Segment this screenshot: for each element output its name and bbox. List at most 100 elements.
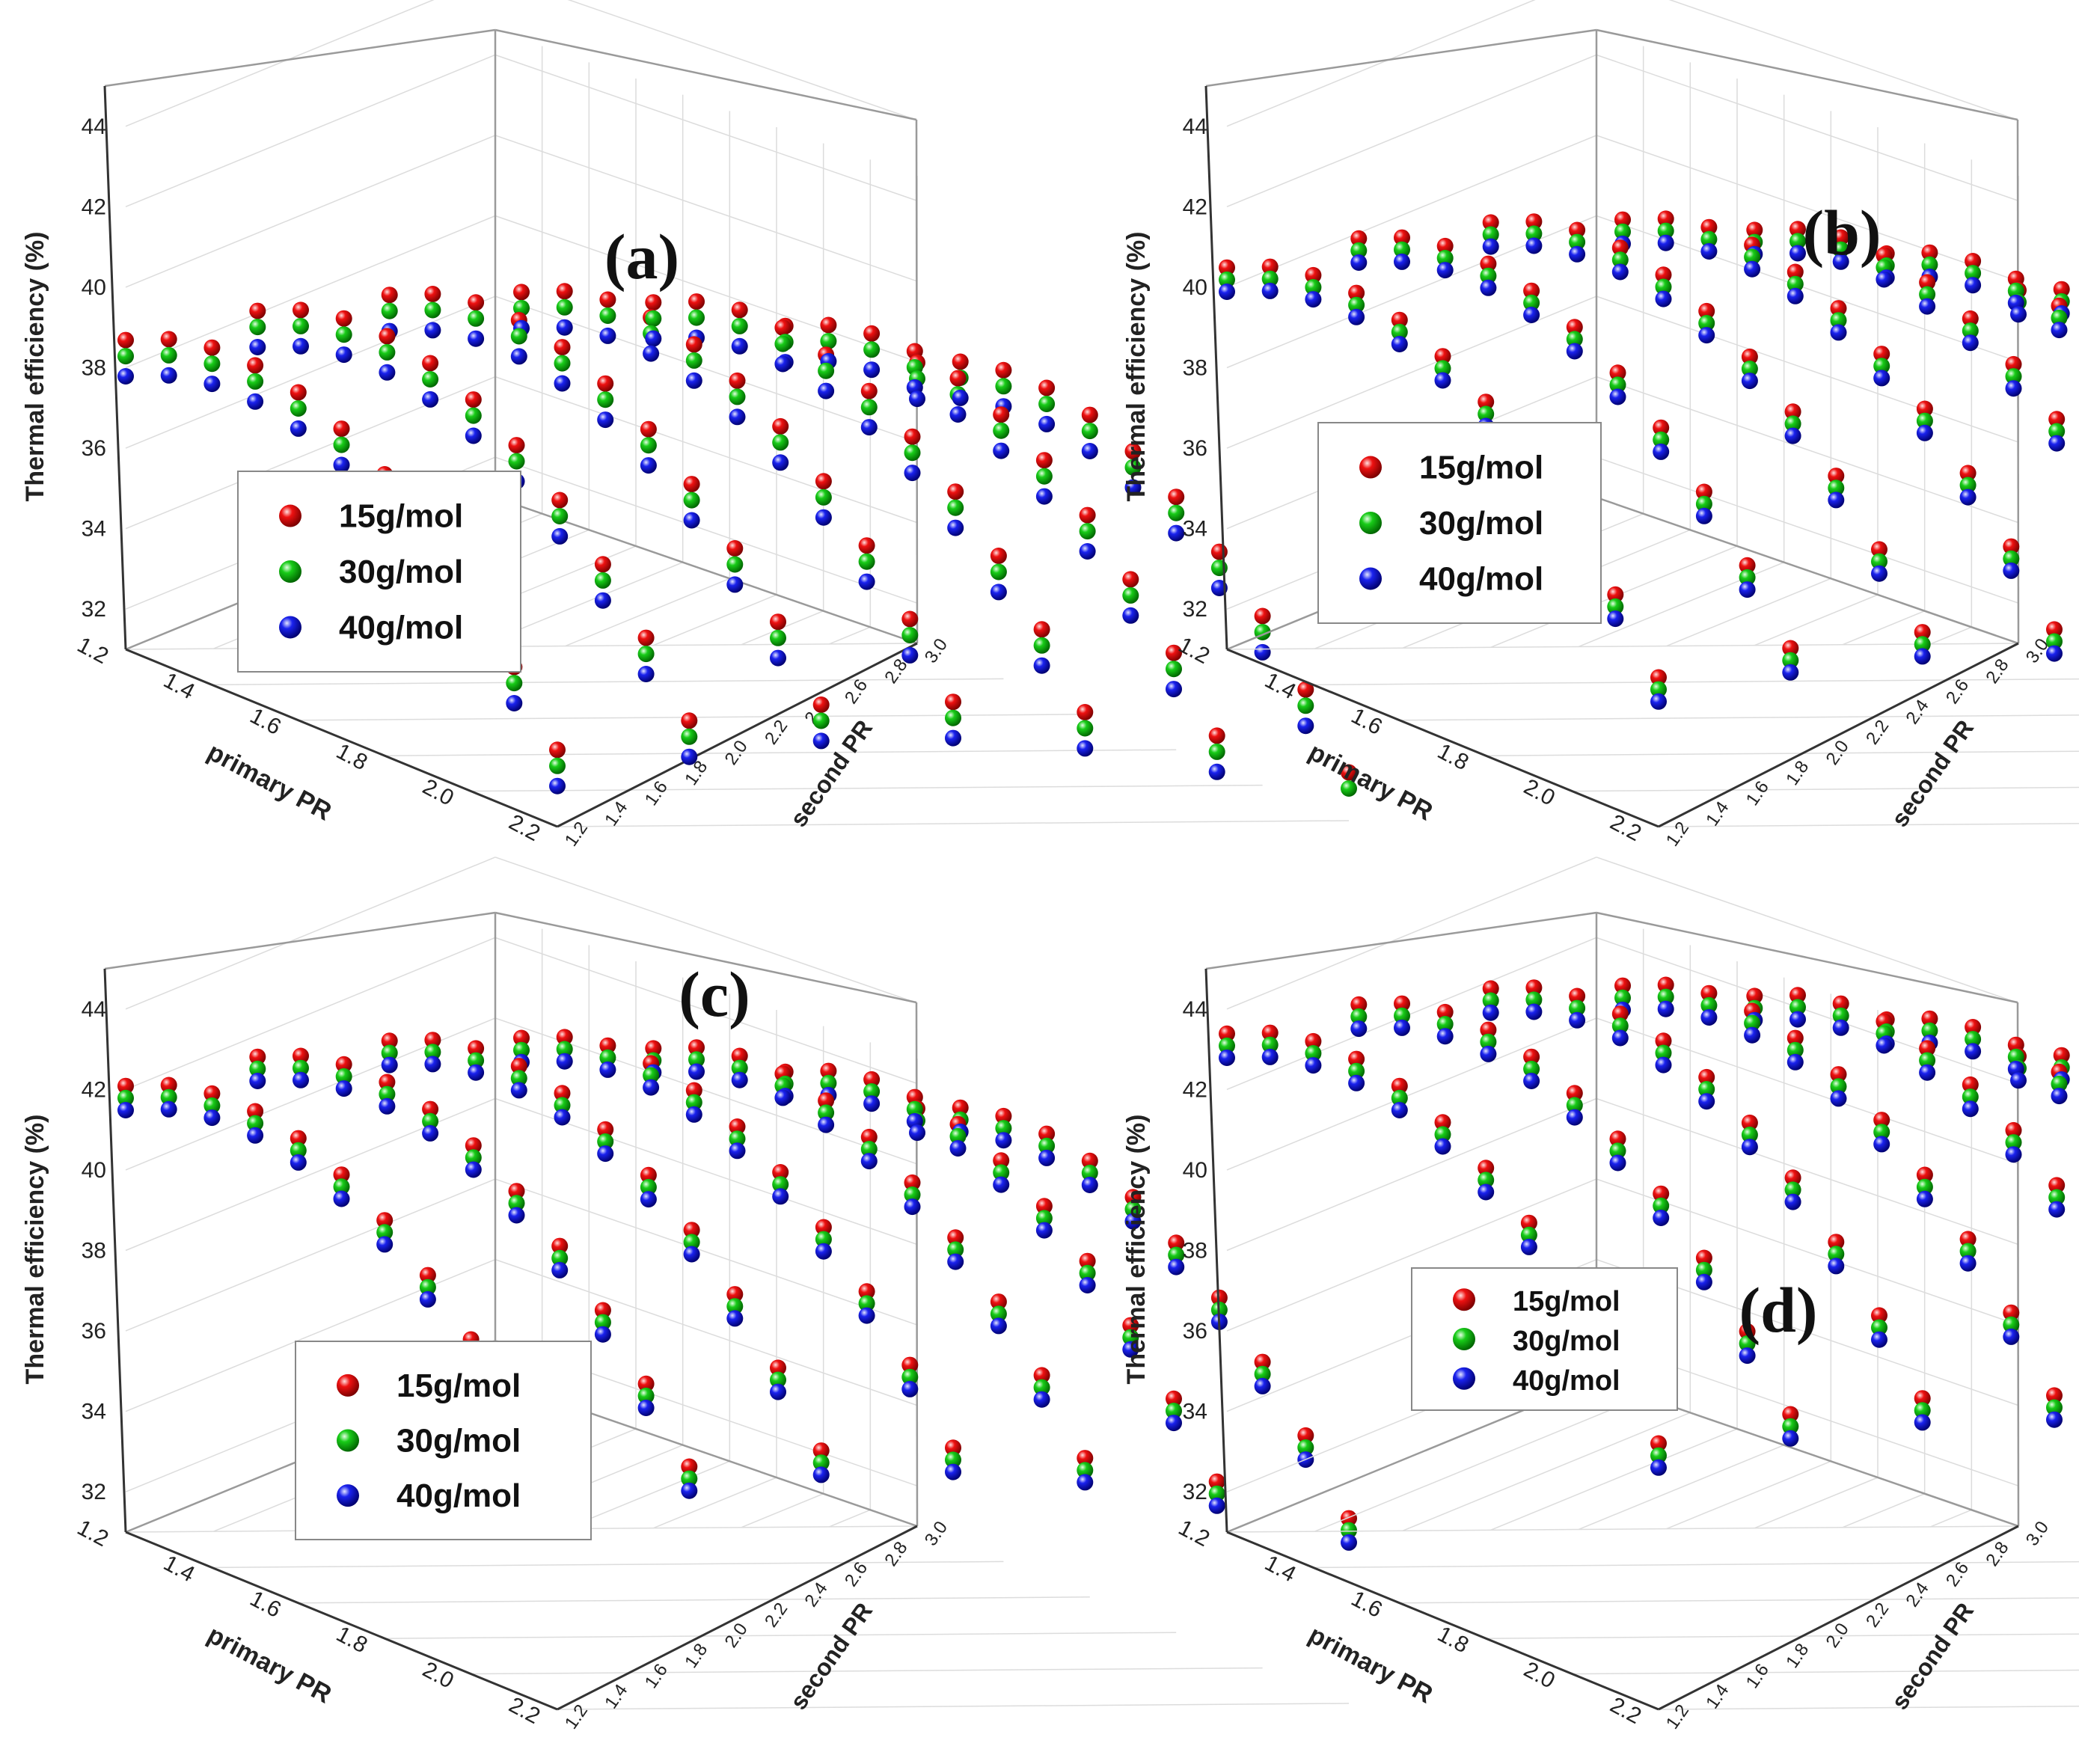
data-point-30g-mol bbox=[203, 1097, 221, 1114]
data-point-30g-mol bbox=[117, 1089, 134, 1106]
data-point-15g-mol bbox=[1650, 669, 1667, 686]
data-point-30g-mol bbox=[637, 1387, 655, 1404]
data-point-40g-mol bbox=[990, 584, 1007, 601]
data-point-40g-mol bbox=[2048, 1201, 2066, 1218]
y-tick-label: 3.0 bbox=[921, 1518, 952, 1550]
data-point-40g-mol bbox=[1830, 1090, 1847, 1107]
data-point-15g-mol bbox=[731, 1047, 748, 1065]
data-point-40g-mol bbox=[1700, 1009, 1718, 1026]
data-point-15g-mol bbox=[1739, 1323, 1756, 1340]
data-point-15g-mol bbox=[247, 1103, 264, 1120]
data-point-30g-mol bbox=[2005, 368, 2022, 385]
data-point-15g-mol bbox=[645, 294, 662, 311]
data-point-15g-mol bbox=[729, 372, 746, 389]
data-point-40g-mol bbox=[863, 1095, 881, 1112]
data-point-30g-mol bbox=[2003, 1316, 2020, 1333]
z-tick-label: 32 bbox=[1183, 1480, 1207, 1504]
data-point-30g-mol bbox=[643, 1067, 660, 1084]
data-point-15g-mol bbox=[1914, 624, 1931, 641]
y-axis-line bbox=[557, 1525, 918, 1711]
axes bbox=[103, 968, 918, 1711]
data-point-40g-mol bbox=[952, 389, 969, 406]
data-point-15g-mol bbox=[1919, 1040, 1936, 1057]
data-point-30g-mol bbox=[1350, 242, 1368, 259]
grid-line bbox=[125, 0, 435, 127]
panel-label: (c) bbox=[679, 958, 750, 1030]
data-point-15g-mol bbox=[290, 384, 307, 401]
data-point-30g-mol bbox=[731, 317, 748, 334]
data-point-30g-mol bbox=[1520, 1226, 1537, 1243]
data-point-30g-mol bbox=[1832, 241, 1849, 258]
data-point-15g-mol bbox=[2046, 621, 2063, 638]
data-point-40g-mol bbox=[249, 339, 266, 355]
grid-line bbox=[495, 1258, 918, 1406]
data-point-40g-mol bbox=[506, 695, 523, 711]
data-point-40g-mol bbox=[376, 1236, 394, 1253]
data-point-30g-mol bbox=[293, 1059, 309, 1077]
data-point-30g-mol bbox=[1297, 697, 1314, 714]
data-point-15g-mol bbox=[2048, 1177, 2066, 1194]
data-point-15g-mol bbox=[637, 1375, 655, 1392]
data-point-15g-mol bbox=[422, 1100, 439, 1118]
data-point-30g-mol bbox=[688, 309, 705, 326]
data-point-30g-mol bbox=[1962, 322, 1979, 340]
data-point-40g-mol bbox=[424, 1056, 441, 1073]
data-point-40g-mol bbox=[818, 1116, 835, 1133]
data-point-30g-mol bbox=[683, 491, 700, 509]
data-point-30g-mol bbox=[945, 709, 961, 726]
data-point-30g-mol bbox=[818, 1104, 835, 1121]
data-point-15g-mol bbox=[1348, 1050, 1365, 1068]
data-point-40g-mol bbox=[1789, 1011, 1806, 1028]
data-point-40g-mol bbox=[1166, 681, 1182, 698]
data-point-15g-mol bbox=[1033, 621, 1050, 638]
grid-line bbox=[125, 135, 496, 288]
grid-line bbox=[565, 578, 730, 647]
data-point-15g-mol bbox=[993, 406, 1010, 423]
data-point-30g-mol bbox=[1434, 1126, 1451, 1143]
data-point-40g-mol bbox=[1038, 415, 1056, 432]
data-point-15g-mol bbox=[770, 1359, 786, 1376]
grid-line bbox=[495, 215, 918, 363]
data-point-40g-mol bbox=[594, 592, 611, 609]
data-point-15g-mol bbox=[1434, 348, 1451, 365]
legend-marker bbox=[337, 1484, 359, 1507]
data-point-15g-mol bbox=[1614, 211, 1631, 228]
data-point-40g-mol bbox=[422, 1124, 439, 1142]
data-point-15g-mol bbox=[1832, 229, 1849, 246]
data-point-15g-mol bbox=[1341, 1510, 1357, 1527]
data-point-40g-mol bbox=[1122, 1341, 1139, 1358]
data-point-30g-mol bbox=[1434, 360, 1451, 377]
axis-box bbox=[104, 28, 919, 651]
x-tick-label: 1.6 bbox=[246, 703, 285, 740]
grid-line bbox=[1596, 135, 2019, 282]
data-point-40g-mol bbox=[293, 337, 309, 355]
data-point-30g-mol bbox=[1965, 265, 1982, 282]
data-point-30g-mol bbox=[1739, 569, 1756, 586]
data-point-40g-mol bbox=[556, 319, 573, 336]
data-point-40g-mol bbox=[465, 427, 482, 444]
data-point-15g-mol bbox=[952, 353, 969, 370]
data-point-15g-mol bbox=[1566, 1085, 1583, 1102]
data-point-30g-mol bbox=[1873, 358, 1890, 375]
data-point-15g-mol bbox=[1784, 403, 1801, 420]
grid-line bbox=[1596, 937, 2019, 1085]
box-edge bbox=[1205, 911, 1597, 970]
grid-line bbox=[125, 1097, 496, 1252]
x-tick-label: 1.4 bbox=[1261, 668, 1299, 705]
data-point-40g-mol bbox=[949, 1140, 967, 1157]
z-axis-title: Thermal efficiency (%) bbox=[21, 232, 49, 502]
data-point-30g-mol bbox=[949, 1127, 967, 1145]
data-point-30g-mol bbox=[422, 1112, 439, 1130]
grid-line bbox=[1596, 295, 2019, 443]
data-point-15g-mol bbox=[1350, 996, 1368, 1013]
data-point-30g-mol bbox=[422, 371, 439, 388]
data-point-15g-mol bbox=[2003, 538, 2020, 555]
data-point-40g-mol bbox=[681, 748, 698, 765]
data-point-30g-mol bbox=[2005, 1134, 2022, 1151]
data-point-15g-mol bbox=[1650, 1435, 1667, 1452]
legend-marker bbox=[1359, 512, 1382, 534]
data-point-40g-mol bbox=[1038, 1149, 1056, 1166]
data-point-40g-mol bbox=[1700, 243, 1718, 260]
